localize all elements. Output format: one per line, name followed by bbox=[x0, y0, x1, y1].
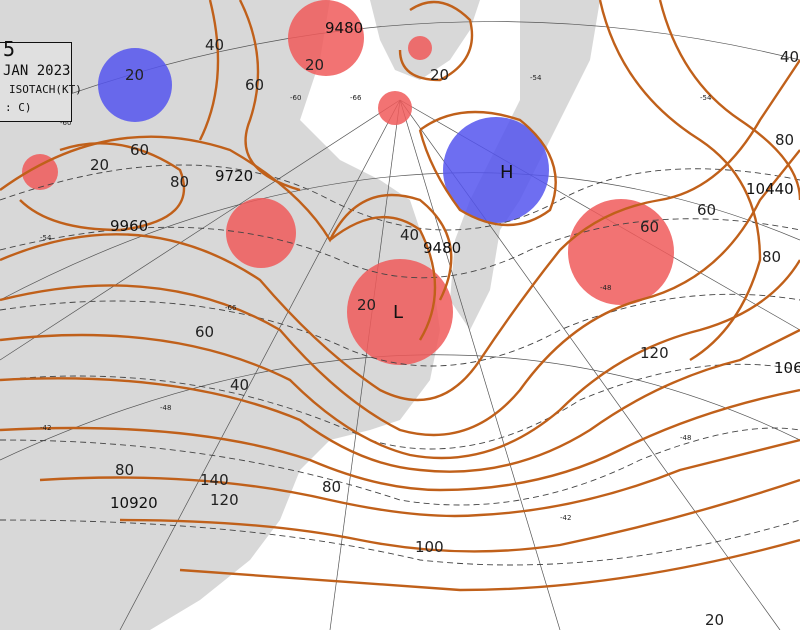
warm-anomaly-circle bbox=[22, 154, 58, 190]
warm-anomaly-circle bbox=[347, 259, 453, 365]
height-label: 9720 bbox=[215, 167, 253, 185]
temperature-label: -48 bbox=[160, 404, 171, 412]
height-contours bbox=[0, 164, 800, 566]
anomaly-circles bbox=[22, 0, 674, 365]
land-north-america bbox=[0, 0, 440, 630]
temperature-label: -42 bbox=[40, 424, 51, 432]
height-label: 9480 bbox=[325, 19, 363, 37]
temperature-label: -54 bbox=[700, 94, 712, 102]
warm-anomaly-circle bbox=[568, 199, 674, 305]
isotach-label: 20 bbox=[90, 156, 109, 174]
isotach-label: 20 bbox=[430, 66, 449, 84]
warm-anomaly-circle bbox=[408, 36, 432, 60]
height-label: 9960 bbox=[110, 217, 148, 235]
cold-anomaly-circle bbox=[443, 117, 549, 223]
isotach-label: 40 bbox=[230, 376, 249, 394]
isotach-label: 80 bbox=[170, 173, 189, 191]
height-label: 10920 bbox=[110, 494, 158, 512]
isotach-label: 80 bbox=[762, 248, 781, 266]
isotach-unit-label: ISOTACH(KT) bbox=[9, 83, 82, 96]
temperature-label: -66 bbox=[350, 94, 362, 102]
title-box: 5 JAN 2023 ISOTACH(KT) : C) bbox=[0, 37, 82, 122]
temperature-label: -66 bbox=[225, 304, 237, 312]
isotach-label: 60 bbox=[130, 141, 149, 159]
high-pressure-center: H bbox=[500, 162, 514, 183]
unit-label: : C) bbox=[5, 101, 32, 114]
temperature-label: -48 bbox=[600, 284, 611, 292]
isotach-label: 40 bbox=[400, 226, 419, 244]
isotach-label: 80 bbox=[775, 131, 794, 149]
temperature-label: -42 bbox=[560, 514, 571, 522]
isotach-label: 20 bbox=[125, 66, 144, 84]
low-pressure-center: L bbox=[393, 302, 403, 323]
title-line: 5 bbox=[3, 37, 16, 61]
isotach-label: 120 bbox=[210, 491, 239, 509]
cold-anomaly-circle bbox=[98, 48, 172, 122]
temperature-label: -60 bbox=[60, 119, 71, 127]
isotach-label: 60 bbox=[195, 323, 214, 341]
isotach-label: 120 bbox=[640, 344, 669, 362]
isotach-label: 60 bbox=[245, 76, 264, 94]
warm-anomaly-circle bbox=[226, 198, 296, 268]
height-label: 10440 bbox=[746, 180, 794, 198]
isotach-label: 60 bbox=[697, 201, 716, 219]
isotach-label: 20 bbox=[357, 296, 376, 314]
isotach-label: 140 bbox=[200, 471, 229, 489]
isotach-contours bbox=[0, 0, 800, 592]
height-label: 106 bbox=[774, 359, 800, 377]
warm-anomaly-circle bbox=[288, 0, 364, 76]
isotach-label: 40 bbox=[205, 36, 224, 54]
isotach-label: 60 bbox=[640, 218, 659, 236]
height-label: 9480 bbox=[423, 239, 461, 257]
isotach-label: 80 bbox=[115, 461, 134, 479]
warm-anomaly-circle bbox=[378, 91, 412, 125]
temperature-label: -54 bbox=[530, 74, 542, 82]
isotach-label: 100 bbox=[415, 538, 444, 556]
temperature-label: -54 bbox=[40, 234, 52, 242]
isotach-label: 80 bbox=[322, 478, 341, 496]
isotach-labels: 20 40 60 20 20 80 60 20 40 20 60 40 60 8… bbox=[90, 36, 799, 629]
isotach-label: 20 bbox=[705, 611, 724, 629]
date-label: JAN 2023 bbox=[3, 63, 71, 79]
temperature-label: -60 bbox=[290, 94, 301, 102]
height-labels: 9480 9720 9960 9480 10440 106 10920 bbox=[110, 19, 800, 512]
isotach-label: 40 bbox=[780, 48, 799, 66]
temperature-labels: -60 -60 -54 -54 -48 -48 -42 -42 -66 -66 … bbox=[40, 74, 712, 522]
isotach-label: 20 bbox=[305, 56, 324, 74]
temperature-label: -48 bbox=[680, 434, 691, 442]
